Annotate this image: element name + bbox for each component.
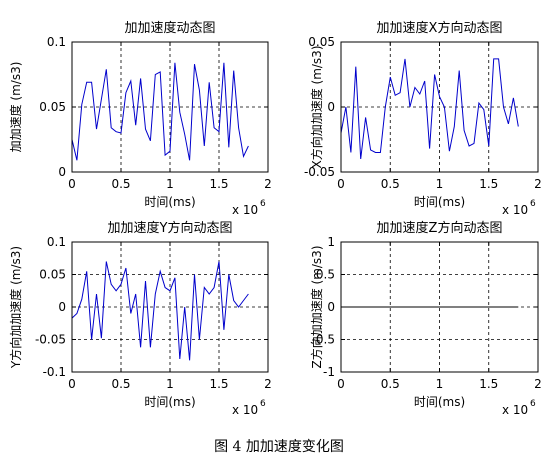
y-tick-label: 0 — [327, 300, 335, 314]
y-tick-label: -1 — [323, 365, 335, 379]
x-tick-label: 2 — [534, 177, 542, 191]
x-tick-label: 0 — [68, 377, 76, 391]
x-tick-label: 1.5 — [479, 177, 498, 191]
x-tick-label: 0 — [337, 177, 345, 191]
series-line — [340, 58, 519, 160]
y-tick-label: 0.1 — [47, 35, 66, 49]
y-tick-label: 0.05 — [308, 35, 335, 49]
y-tick-label: -0.05 — [35, 333, 66, 347]
y-tick-label: -0.05 — [304, 165, 335, 179]
chart-title: 加加速度Y方向动态图 — [108, 220, 233, 236]
x-tick-label: 0.5 — [381, 377, 400, 391]
x-tick-label: 1.5 — [209, 377, 228, 391]
x-axis-multiplier: x 10 — [232, 403, 258, 417]
x-tick-label: 0.5 — [381, 177, 400, 191]
x-axis-multiplier: x 10 — [232, 203, 258, 217]
x-tick-label: 1 — [436, 177, 444, 191]
y-tick-label: 0 — [58, 165, 66, 179]
x-axis-label: 时间(ms) — [414, 395, 465, 409]
x-tick-label: 0 — [337, 377, 345, 391]
series-line — [71, 261, 249, 361]
series-line — [71, 62, 249, 161]
x-axis-exponent: 6 — [260, 199, 266, 209]
x-axis-multiplier: x 10 — [502, 203, 528, 217]
x-axis-label: 时间(ms) — [144, 195, 195, 209]
x-tick-label: 1.5 — [479, 377, 498, 391]
x-axis-label: 时间(ms) — [144, 395, 195, 409]
x-axis-multiplier: x 10 — [502, 403, 528, 417]
x-tick-label: 2 — [264, 177, 272, 191]
x-tick-label: 0.5 — [111, 177, 130, 191]
x-tick-label: 0.5 — [111, 377, 130, 391]
y-axis-label: X方向加加速度 (m/s3) — [309, 45, 324, 168]
x-tick-label: 1 — [436, 377, 444, 391]
x-axis-exponent: 6 — [530, 399, 536, 409]
x-tick-label: 0 — [68, 177, 76, 191]
y-tick-label: 1 — [327, 235, 335, 249]
x-tick-label: 1 — [166, 377, 174, 391]
y-axis-label: Y方向加加速度 (m/s3) — [8, 246, 23, 369]
chart-title: 加加速度动态图 — [124, 20, 215, 36]
figure-caption: 图 4 加加速度变化图 — [214, 439, 344, 455]
y-tick-label: -0.5 — [312, 333, 335, 347]
y-axis-label: Z方向加加速度 (m/s3) — [309, 245, 324, 368]
y-tick-label: 0 — [327, 100, 335, 114]
y-tick-label: 0 — [58, 300, 66, 314]
x-tick-label: 1.5 — [209, 177, 228, 191]
chart-title: 加加速度X方向动态图 — [377, 20, 503, 36]
chart-title: 加加速度Z方向动态图 — [377, 220, 503, 236]
y-axis-label: 加加速度 (m/s3) — [8, 62, 23, 153]
x-axis-exponent: 6 — [530, 199, 536, 209]
chart-panel-3: 0 0.5 1 1.5 2 -0.1 -0.05 0 0.05 0.1 加加速度Y方向动态图时间(m… — [8, 220, 272, 417]
x-tick-label: 2 — [264, 377, 272, 391]
x-tick-label: 1 — [166, 177, 174, 191]
y-tick-label: 0.05 — [39, 100, 66, 114]
y-tick-label: -0.1 — [43, 365, 66, 379]
y-tick-label: 0.05 — [39, 268, 66, 282]
y-tick-label: 0.5 — [316, 268, 335, 282]
x-axis-exponent: 6 — [260, 399, 266, 409]
x-tick-label: 2 — [534, 377, 542, 391]
x-axis-label: 时间(ms) — [414, 195, 465, 209]
y-tick-label: 0.1 — [47, 235, 66, 249]
